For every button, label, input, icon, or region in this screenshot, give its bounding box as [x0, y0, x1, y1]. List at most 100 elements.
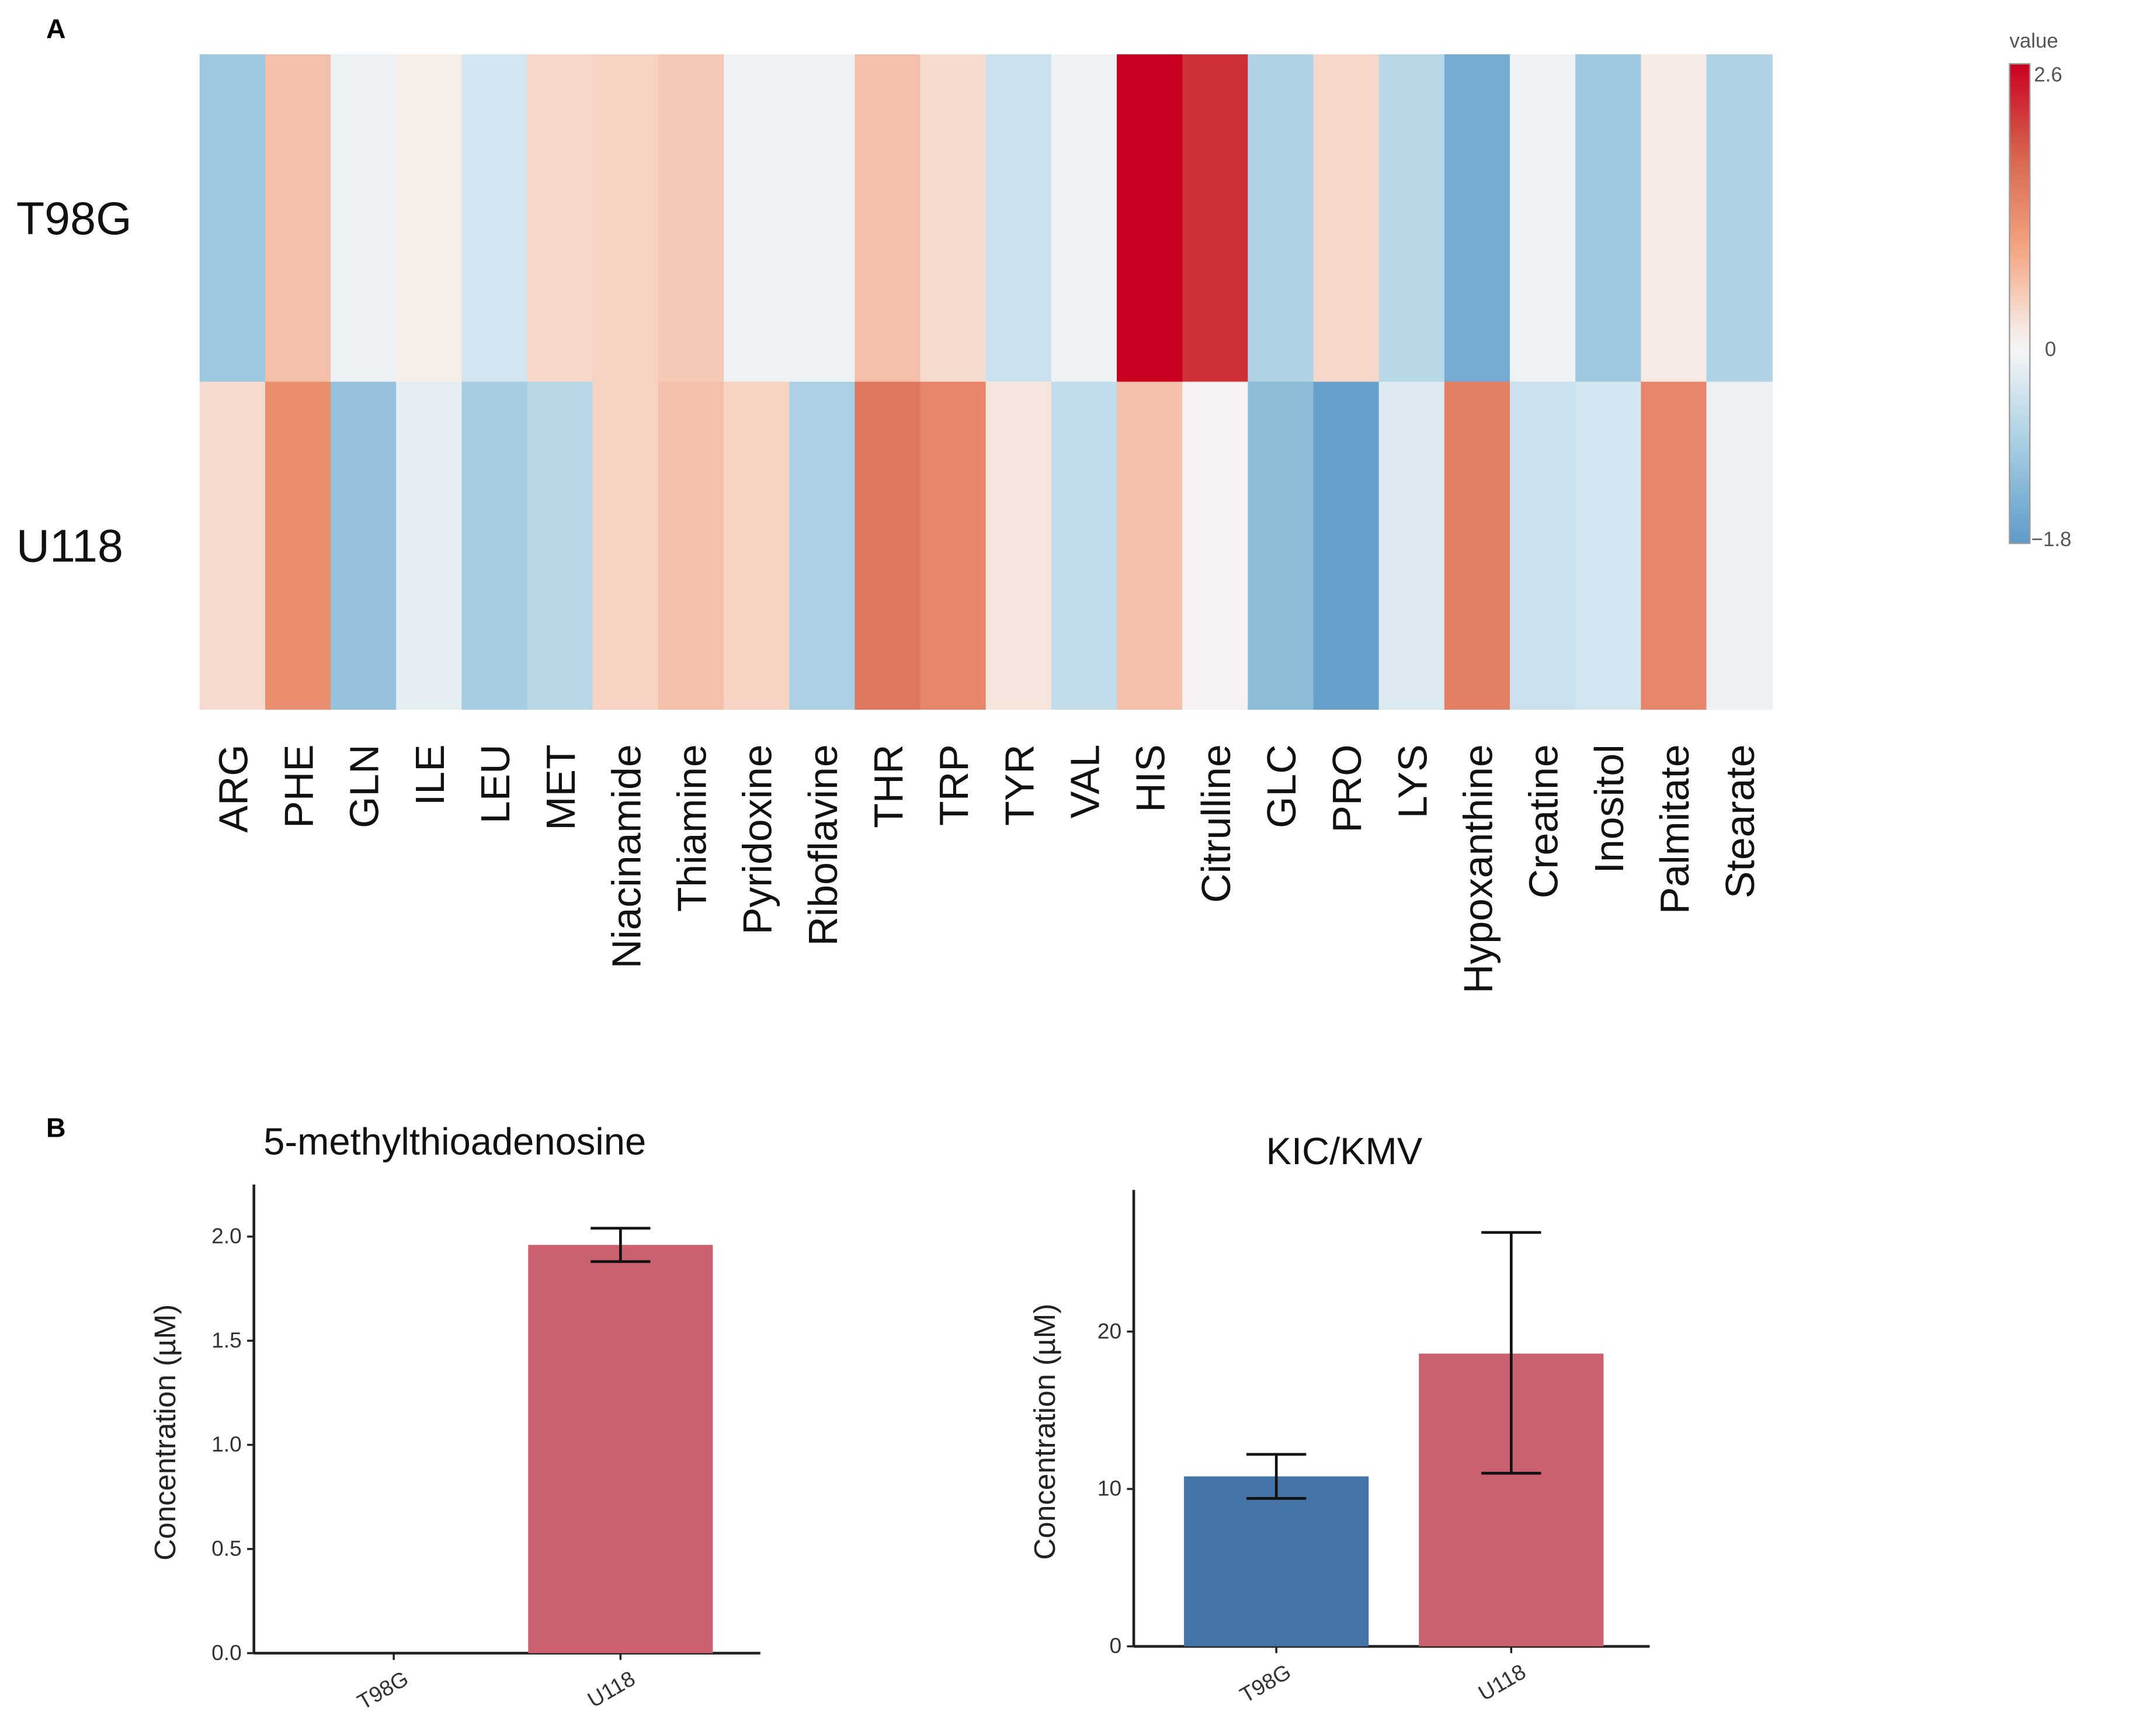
y-axis-label: Concentration (µM)	[1028, 1304, 1061, 1560]
heatmap-cell	[1248, 54, 1314, 383]
colorbar-bar	[2009, 63, 2031, 544]
heatmap-cell	[592, 381, 659, 710]
heatmap-cell	[461, 54, 528, 383]
heatmap-cell	[855, 381, 921, 710]
column-label: TYR	[996, 744, 1042, 826]
heatmap-cell	[724, 381, 790, 710]
column-label: VAL	[1062, 744, 1107, 818]
heatmap-cell	[199, 54, 266, 383]
column-label: PRO	[1324, 744, 1370, 832]
heatmap-cell	[265, 54, 332, 383]
heatmap-cell	[461, 381, 528, 710]
heatmap-cell	[789, 54, 856, 383]
y-tick-label: 0.0	[211, 1640, 242, 1665]
heatmap-cell	[527, 381, 593, 710]
heatmap-cell	[396, 54, 463, 383]
heatmap-cell	[1248, 381, 1314, 710]
column-label: ARG	[210, 744, 256, 832]
heatmap-cell	[1313, 381, 1380, 710]
bar-u118	[528, 1245, 713, 1654]
heatmap-cell	[396, 381, 463, 710]
panel-label-a: A	[46, 13, 66, 44]
column-label: Inositol	[1586, 744, 1632, 873]
heatmap-cell	[1575, 381, 1642, 710]
bar-t98g	[1184, 1476, 1369, 1647]
y-tick-label: 0	[1109, 1633, 1121, 1658]
heatmap-cell	[855, 54, 921, 383]
heatmap-cell	[1313, 54, 1380, 383]
heatmap-cell	[1051, 381, 1118, 710]
column-label: HIS	[1128, 744, 1173, 812]
heatmap-cell	[1116, 381, 1183, 710]
heatmap-cell	[1509, 54, 1576, 383]
heatmap-cell	[331, 54, 397, 383]
heatmap-cell	[1575, 54, 1642, 383]
column-label: TRP	[931, 744, 977, 826]
heatmap-cell	[592, 54, 659, 383]
x-tick-label: U118	[1474, 1659, 1530, 1705]
heatmap-cell	[920, 381, 987, 710]
heatmap-cell	[1051, 54, 1118, 383]
column-label: Riboflavine	[800, 744, 846, 946]
heatmap-cell	[1509, 381, 1576, 710]
heatmap-cell	[1444, 381, 1511, 710]
colorbar-max-label: 2.6	[2034, 64, 2062, 86]
heatmap-cell	[724, 54, 790, 383]
y-axis-label: Concentration (µM)	[148, 1304, 182, 1561]
heatmap-cell	[1182, 54, 1249, 383]
row-label: U118	[16, 520, 123, 572]
column-label: Citrulline	[1193, 744, 1239, 902]
column-label: ILE	[407, 744, 453, 805]
y-tick-label: 1.5	[211, 1328, 242, 1352]
heatmap-cell	[331, 381, 397, 710]
heatmap: T98G U118 ARG PHE GLN ILE LEU MET Niacinamide Thi…	[16, 54, 1773, 994]
heatmap-cell	[920, 54, 987, 383]
y-tick-label: 10	[1098, 1476, 1121, 1501]
heatmap-cell	[1706, 381, 1773, 710]
y-tick-label: 0.5	[211, 1536, 242, 1560]
x-tick-label: U118	[584, 1666, 640, 1712]
column-label: GLC	[1259, 744, 1304, 828]
column-label: GLN	[342, 744, 387, 828]
heatmap-cell	[265, 381, 332, 710]
bar-chart-1: 0.0 0.5 1.0 1.5 2.0 Concentration (µM) T98G U11…	[148, 1184, 760, 1714]
column-label: Stearate	[1717, 744, 1763, 898]
column-label: MET	[538, 744, 584, 830]
column-label: LEU	[473, 744, 518, 824]
heatmap-cell	[1378, 54, 1445, 383]
y-tick-label: 1.0	[211, 1432, 242, 1456]
y-tick-label: 20	[1098, 1318, 1121, 1343]
colorbar-min-label: −1.8	[2031, 528, 2072, 551]
column-label: Thiamine	[669, 744, 715, 912]
colorbar: value 2.6 0 −1.8	[2009, 29, 2072, 551]
column-label: Niacinamide	[603, 744, 649, 968]
colorbar-title: value	[2009, 29, 2058, 52]
y-tick-label: 2.0	[211, 1224, 242, 1248]
column-label: Palmitate	[1652, 744, 1697, 914]
heatmap-cell	[527, 54, 593, 383]
bar-chart-2-title: KIC/KMV	[1266, 1130, 1423, 1172]
column-label: PHE	[276, 744, 322, 828]
column-label: THR	[866, 744, 911, 828]
bar-chart-2: 0 10 20 Concentration (µM) T98G U118	[1028, 1190, 1650, 1707]
heatmap-cell	[985, 54, 1052, 383]
heatmap-cell	[658, 381, 725, 710]
heatmap-cell	[658, 54, 725, 383]
column-label: Hypoxanthine	[1455, 744, 1501, 994]
heatmap-cell	[789, 381, 856, 710]
heatmap-cell	[985, 381, 1052, 710]
heatmap-cell	[1444, 54, 1511, 383]
heatmap-cell	[1378, 381, 1445, 710]
heatmap-cell	[1182, 381, 1249, 710]
heatmap-cell	[1706, 54, 1773, 383]
column-label: Pyridoxine	[735, 744, 780, 935]
column-label: LYS	[1390, 744, 1435, 818]
column-label: Creatine	[1521, 744, 1567, 898]
bar-chart-1-title: 5-methylthioadenosine	[263, 1120, 646, 1163]
heatmap-cell	[1641, 381, 1707, 710]
panel-label-b: B	[46, 1112, 66, 1143]
row-label: T98G	[16, 192, 132, 244]
heatmap-cell	[199, 381, 266, 710]
colorbar-mid-label: 0	[2045, 338, 2056, 360]
